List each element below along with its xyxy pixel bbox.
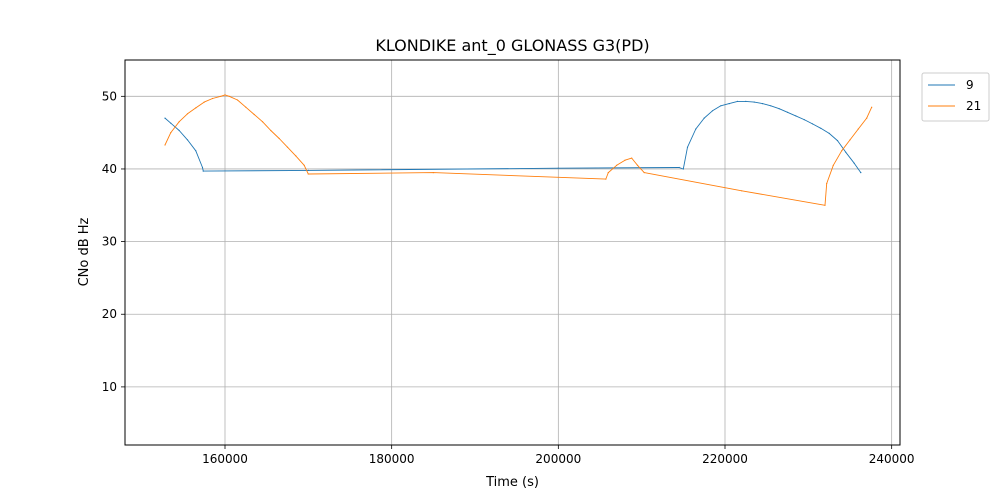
series-21-point bbox=[278, 137, 280, 140]
plot-area-background bbox=[125, 60, 900, 445]
series-9-point bbox=[557, 167, 559, 169]
series-9-point bbox=[761, 103, 764, 105]
x-tick-label: 240000 bbox=[869, 452, 915, 466]
series-9-point bbox=[201, 166, 204, 169]
series-21-point bbox=[164, 144, 166, 146]
series-21-point bbox=[432, 172, 434, 174]
series-21-point bbox=[624, 159, 626, 161]
series-9-point bbox=[178, 129, 180, 132]
series-21-point bbox=[203, 101, 205, 103]
x-tick-label: 220000 bbox=[702, 452, 748, 466]
series-9-point bbox=[195, 150, 197, 152]
series-9-point bbox=[682, 168, 684, 170]
series-9-point bbox=[828, 132, 830, 134]
x-axis-title: Time (s) bbox=[485, 475, 539, 490]
x-tick-label: 200000 bbox=[535, 452, 581, 466]
series-9-point bbox=[720, 105, 722, 107]
series-9-point bbox=[202, 170, 204, 172]
y-tick-label: 50 bbox=[102, 89, 117, 103]
series-9-point bbox=[736, 100, 739, 102]
legend-label-9: 9 bbox=[966, 78, 974, 92]
series-21-point bbox=[178, 121, 180, 123]
axis-ticks: 160000 180000 200000 220000 240000 10 20 30 40 50 bbox=[102, 89, 915, 466]
series-21-point bbox=[224, 94, 226, 96]
y-tick-label: 30 bbox=[102, 235, 117, 249]
series-9-point bbox=[164, 117, 166, 119]
series-9-point bbox=[678, 166, 680, 169]
series-9-point bbox=[778, 108, 780, 110]
series-9-point bbox=[836, 140, 839, 142]
legend: 9 21 bbox=[921, 72, 990, 122]
series-21-point bbox=[607, 172, 609, 174]
series-21-point bbox=[170, 132, 172, 134]
grid-lines bbox=[125, 60, 900, 445]
series-21-point bbox=[826, 182, 828, 185]
series-9-point bbox=[795, 115, 797, 117]
series-9-point bbox=[695, 128, 697, 130]
series-21-point bbox=[857, 128, 859, 130]
series-21-point bbox=[228, 95, 230, 97]
series-21-point bbox=[605, 178, 607, 180]
series-21-point bbox=[643, 172, 645, 174]
series-9-point bbox=[770, 105, 772, 107]
series-21-point bbox=[866, 117, 868, 119]
series-21-point bbox=[631, 157, 633, 159]
series-9-point bbox=[753, 101, 755, 103]
legend-box bbox=[921, 72, 990, 122]
x-tick-label: 180000 bbox=[369, 452, 415, 466]
series-21-point bbox=[307, 173, 309, 175]
legend-label-21: 21 bbox=[966, 99, 981, 113]
series-21-point bbox=[841, 150, 843, 152]
series-21-point bbox=[236, 99, 239, 101]
series-9-point bbox=[711, 110, 714, 112]
series-21-point bbox=[261, 121, 264, 123]
series-9-point bbox=[170, 122, 172, 124]
series-21-point bbox=[211, 97, 214, 100]
series-21-point bbox=[832, 164, 834, 166]
series-9-point bbox=[186, 139, 189, 141]
series-9-point bbox=[820, 127, 822, 129]
series-9-point bbox=[728, 103, 730, 105]
series-21-point bbox=[616, 164, 618, 166]
series-21-point bbox=[286, 146, 289, 148]
series-21-point bbox=[871, 106, 873, 108]
series-9-point bbox=[845, 151, 847, 153]
y-axis-title: CNo dB Hz bbox=[77, 217, 92, 286]
y-tick-label: 20 bbox=[102, 307, 117, 321]
x-tick-label: 160000 bbox=[202, 452, 248, 466]
series-21-point bbox=[220, 95, 222, 97]
series-9-point bbox=[811, 123, 814, 125]
series-21-point bbox=[245, 106, 247, 108]
series-lines bbox=[164, 94, 873, 206]
series-9-point bbox=[853, 162, 855, 164]
series-21-point bbox=[636, 164, 639, 166]
series-21-point bbox=[303, 164, 305, 166]
series-21-point bbox=[186, 113, 189, 115]
series-21-point bbox=[195, 107, 197, 109]
series-21-point bbox=[253, 113, 255, 116]
chart-title: KLONDIKE ant_0 GLONASS G3(PD) bbox=[375, 36, 649, 56]
series-9-point bbox=[860, 172, 862, 174]
series-9-point bbox=[686, 146, 689, 148]
series-21-point bbox=[824, 204, 826, 206]
series-21-point bbox=[741, 190, 743, 192]
y-tick-label: 40 bbox=[102, 162, 117, 176]
y-tick-label: 10 bbox=[102, 380, 117, 394]
series-9-point bbox=[307, 169, 309, 171]
series-21-point bbox=[295, 155, 297, 157]
series-9-point bbox=[786, 111, 789, 113]
series-21-point bbox=[270, 129, 272, 132]
series-9-point bbox=[803, 119, 805, 121]
series-21-point bbox=[849, 139, 851, 141]
plot-frame bbox=[124, 59, 901, 446]
series-9-point bbox=[745, 100, 747, 102]
series-9-point bbox=[703, 117, 705, 119]
